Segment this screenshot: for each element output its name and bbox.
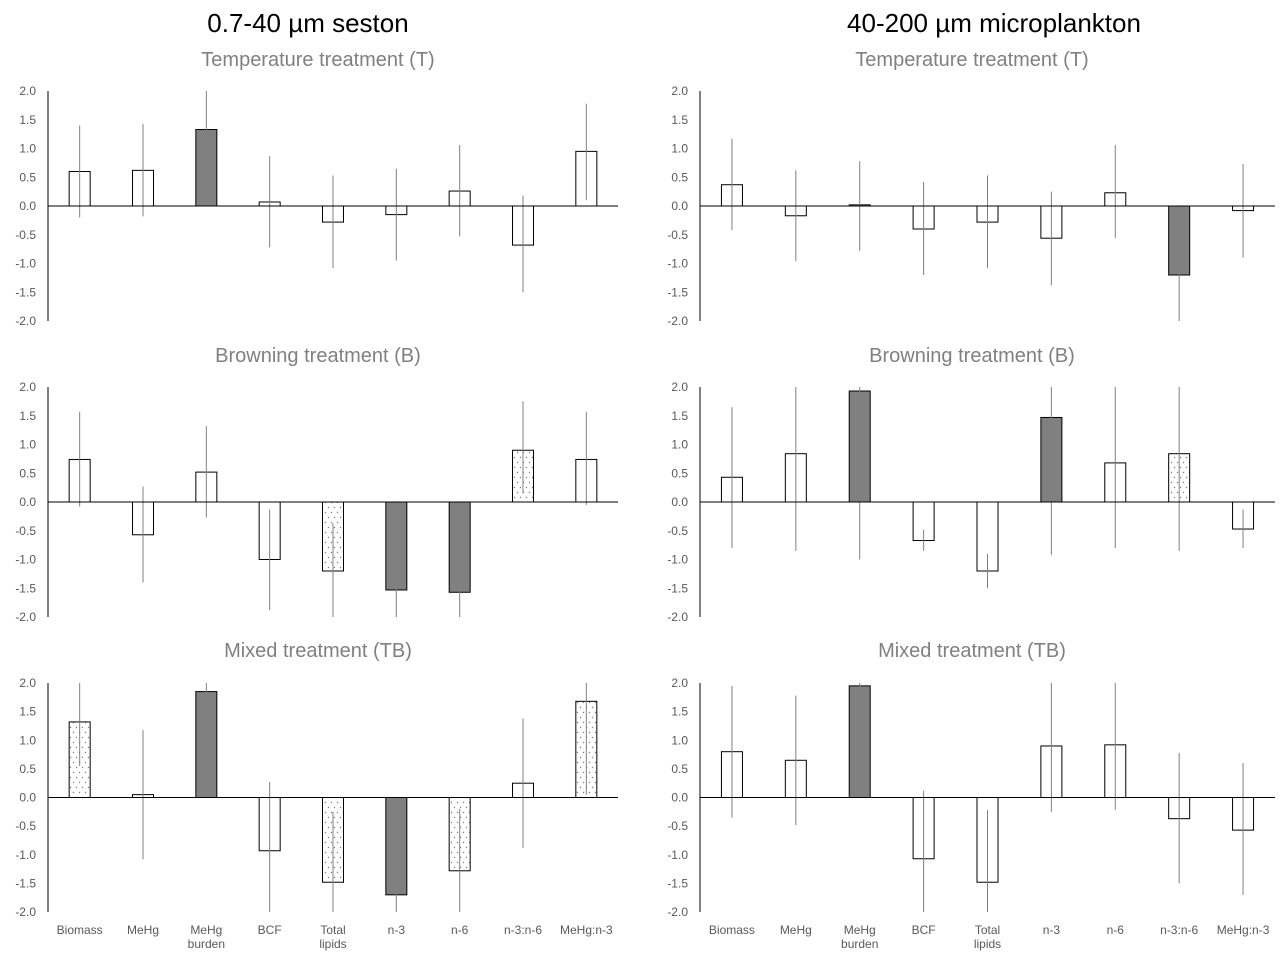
x-category-label: Biomass <box>709 923 755 937</box>
y-tick-label: 1.0 <box>19 438 36 452</box>
y-tick-label: -1.0 <box>15 848 36 862</box>
y-tick-label: -0.5 <box>667 524 688 538</box>
x-category-label: BCF <box>912 923 936 937</box>
y-tick-label: -2.0 <box>15 610 36 624</box>
column-title-seston: 0.7-40 µm seston <box>207 8 408 38</box>
y-tick-label: 0.0 <box>19 495 36 509</box>
x-category-label: Total <box>320 923 345 937</box>
x-category-label: n-3:n-6 <box>504 923 542 937</box>
y-tick-label: 0.0 <box>19 791 36 805</box>
y-tick-label: -1.5 <box>667 876 688 890</box>
y-tick-label: 1.5 <box>671 705 688 719</box>
y-tick-label: -0.5 <box>667 819 688 833</box>
y-tick-label: 0.5 <box>19 170 36 184</box>
y-tick-label: 1.0 <box>671 142 688 156</box>
y-tick-label: 0.5 <box>671 466 688 480</box>
panel-title: Temperature treatment (T) <box>855 49 1088 71</box>
y-tick-label: 0.0 <box>671 199 688 213</box>
x-category-label: Biomass <box>57 923 103 937</box>
y-tick-label: -1.5 <box>667 581 688 595</box>
y-tick-label: -0.5 <box>667 228 688 242</box>
x-category-label: n-3 <box>388 923 406 937</box>
y-tick-label: 1.5 <box>671 409 688 423</box>
y-tick-label: 1.5 <box>19 705 36 719</box>
y-tick-label: -1.0 <box>15 553 36 567</box>
x-category-label: Total <box>975 923 1000 937</box>
y-tick-label: -2.0 <box>667 314 688 328</box>
x-category-label: burden <box>841 937 878 951</box>
panel-title: Temperature treatment (T) <box>201 49 434 71</box>
x-category-label: n-6 <box>451 923 469 937</box>
column-title-microplankton: 40-200 µm microplankton <box>847 8 1141 38</box>
panels-group: Temperature treatment (T) 2.0 1.5 1.0 0.5 0.0… <box>15 49 1275 951</box>
y-tick-label: 2.0 <box>671 380 688 394</box>
y-tick-label: -2.0 <box>667 905 688 919</box>
panel-0-0: Temperature treatment (T) 2.0 1.5 1.0 0.5 0.0… <box>15 49 618 328</box>
y-tick-label: 1.0 <box>671 438 688 452</box>
x-category-label: n-3:n-6 <box>1160 923 1198 937</box>
y-tick-label: -0.5 <box>15 228 36 242</box>
x-category-label: MeHg:n-3 <box>560 923 613 937</box>
panel-title: Browning treatment (B) <box>215 345 421 367</box>
y-tick-label: 1.5 <box>19 113 36 127</box>
x-category-label: lipids <box>974 937 1001 951</box>
y-tick-label: 0.5 <box>19 466 36 480</box>
y-tick-label: -1.5 <box>15 285 36 299</box>
x-category-label: MeHg <box>190 923 222 937</box>
y-tick-label: -2.0 <box>15 314 36 328</box>
y-tick-label: -0.5 <box>15 819 36 833</box>
y-tick-label: -1.5 <box>15 581 36 595</box>
y-tick-label: -1.0 <box>667 553 688 567</box>
y-tick-label: 0.5 <box>19 762 36 776</box>
y-tick-label: -1.5 <box>15 876 36 890</box>
y-tick-label: 2.0 <box>19 380 36 394</box>
panel-title: Mixed treatment (TB) <box>224 640 412 662</box>
y-tick-label: -2.0 <box>667 610 688 624</box>
y-tick-label: 1.5 <box>671 113 688 127</box>
y-tick-label: 0.0 <box>671 791 688 805</box>
y-tick-label: -1.0 <box>667 848 688 862</box>
panel-0-2: Mixed treatment (TB) 2.0 1.5 1.0 0.5 0.0 -0.5 -… <box>15 640 618 951</box>
x-category-label: MeHg:n-3 <box>1217 923 1270 937</box>
x-category-label: BCF <box>258 923 282 937</box>
y-tick-label: -1.5 <box>667 285 688 299</box>
panel-1-1: Browning treatment (B) 2.0 1.5 1.0 0.5 0.0 -0.… <box>667 345 1275 624</box>
y-tick-label: 1.0 <box>19 733 36 747</box>
panel-1-0: Temperature treatment (T) 2.0 1.5 1.0 0.5 0.0… <box>667 49 1275 328</box>
panel-0-1: Browning treatment (B) 2.0 1.5 1.0 0.5 0.0 -0.… <box>15 345 618 624</box>
x-category-label: MeHg <box>780 923 812 937</box>
y-tick-label: 1.5 <box>19 409 36 423</box>
y-tick-label: -2.0 <box>15 905 36 919</box>
y-tick-label: 1.0 <box>19 142 36 156</box>
x-category-label: n-3 <box>1043 923 1061 937</box>
y-tick-label: -0.5 <box>15 524 36 538</box>
panel-title: Browning treatment (B) <box>869 345 1075 367</box>
y-tick-label: 0.5 <box>671 170 688 184</box>
panel-1-2: Mixed treatment (TB) 2.0 1.5 1.0 0.5 0.0 -0.5 -… <box>667 640 1275 951</box>
y-tick-label: 2.0 <box>671 676 688 690</box>
x-category-label: MeHg <box>844 923 876 937</box>
x-category-label: n-6 <box>1107 923 1125 937</box>
y-tick-label: 0.0 <box>19 199 36 213</box>
y-tick-label: 2.0 <box>19 676 36 690</box>
x-category-label: MeHg <box>127 923 159 937</box>
panel-title: Mixed treatment (TB) <box>878 640 1066 662</box>
y-tick-label: -1.0 <box>15 257 36 271</box>
x-category-label: lipids <box>319 937 346 951</box>
x-category-label: burden <box>188 937 225 951</box>
y-tick-label: -1.0 <box>667 257 688 271</box>
y-tick-label: 1.0 <box>671 733 688 747</box>
y-tick-label: 0.0 <box>671 495 688 509</box>
y-tick-label: 2.0 <box>19 84 36 98</box>
y-tick-label: 0.5 <box>671 762 688 776</box>
y-tick-label: 2.0 <box>671 84 688 98</box>
